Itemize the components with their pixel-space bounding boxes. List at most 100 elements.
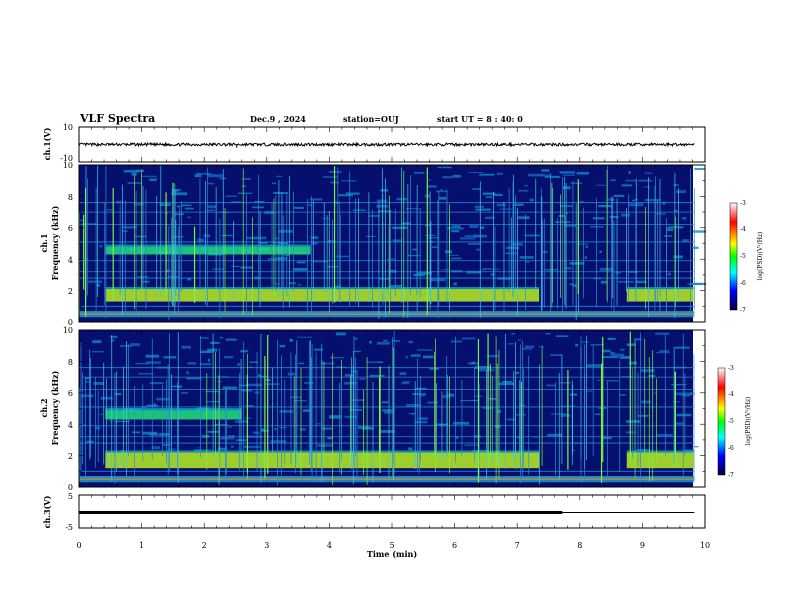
noise-cell <box>569 262 585 265</box>
ch1-colorbar-tick-minus3: -3 <box>740 200 746 207</box>
noise-cell <box>198 449 212 451</box>
noise-cell <box>173 191 178 193</box>
ch2-freq-tick-2: 2 <box>68 452 73 461</box>
noise-cell <box>490 273 495 276</box>
noise-cell <box>238 192 253 194</box>
noise-cell <box>674 346 690 349</box>
noise-cell <box>130 343 140 347</box>
noise-cell <box>207 205 217 209</box>
noise-cell <box>562 186 571 190</box>
noise-cell <box>636 449 651 451</box>
noise-cell <box>134 235 147 238</box>
spectral-band-edge <box>105 244 311 247</box>
noise-cell <box>401 381 410 385</box>
ch1-colorbar-tick-minus6: -6 <box>740 280 746 287</box>
ch1-colorbar <box>729 202 738 311</box>
noise-cell <box>456 435 459 439</box>
xtick-6: 6 <box>452 541 457 550</box>
spectral-band-edge <box>105 287 540 290</box>
ch1-freq-tick-6: 6 <box>68 224 73 233</box>
noise-cell <box>644 172 653 174</box>
noise-cell <box>479 173 495 176</box>
noise-cell <box>464 235 481 238</box>
noise-cell <box>403 381 411 383</box>
noise-cell <box>293 267 308 271</box>
noise-cell <box>431 246 439 248</box>
noise-cell <box>170 385 183 388</box>
noise-cell <box>515 371 520 375</box>
noise-cell <box>241 185 246 187</box>
noise-cell <box>243 445 260 448</box>
noise-cell <box>168 448 176 450</box>
noise-cell <box>212 268 224 270</box>
noise-cell <box>293 400 307 402</box>
xtick-10: 10 <box>700 541 710 550</box>
noise-cell <box>110 335 118 338</box>
noise-cell <box>524 234 541 237</box>
noise-cell <box>351 399 365 401</box>
xtick-9: 9 <box>640 541 645 550</box>
noise-cell <box>546 384 556 387</box>
noise-cell <box>159 203 171 206</box>
noise-cell <box>428 179 432 181</box>
noise-cell <box>442 176 453 179</box>
noise-cell <box>594 413 601 416</box>
noise-cell <box>667 228 674 232</box>
noise-cell <box>601 436 612 440</box>
noise-cell <box>231 265 240 267</box>
noise-cell <box>522 348 533 350</box>
noise-cell <box>384 411 393 414</box>
noise-cell <box>676 413 692 417</box>
noise-cell <box>380 189 389 192</box>
noise-cell <box>177 385 181 389</box>
noise-cell <box>145 361 161 364</box>
noise-cell <box>451 257 462 260</box>
noise-cell <box>482 192 496 195</box>
noise-cell <box>310 236 319 239</box>
noise-cell <box>487 354 499 358</box>
noise-cell <box>619 355 631 359</box>
noise-cell <box>427 401 438 404</box>
noise-cell <box>562 174 575 176</box>
ch2-colorbar-tick-minus3: -3 <box>728 365 734 372</box>
noise-cell <box>518 216 530 220</box>
noise-cell <box>176 205 181 208</box>
noise-cell <box>625 179 637 182</box>
noise-cell <box>506 418 517 421</box>
noise-cell <box>207 348 218 352</box>
noise-cell <box>538 346 544 348</box>
noise-cell <box>199 350 213 354</box>
noise-cell <box>205 390 219 393</box>
noise-cell <box>502 380 512 384</box>
noise-cell <box>674 210 678 213</box>
noise-cell <box>694 167 706 171</box>
noise-cell <box>674 422 685 425</box>
noise-cell <box>224 355 234 359</box>
ch1-trace <box>78 141 695 148</box>
noise-cell <box>526 261 530 263</box>
noise-cell <box>524 345 535 348</box>
noise-cell <box>336 255 350 258</box>
noise-cell <box>114 392 122 396</box>
noise-cell <box>196 173 212 175</box>
noise-cell <box>135 362 150 365</box>
noise-cell <box>273 192 289 194</box>
noise-cell <box>138 373 153 375</box>
noise-cell <box>197 238 205 242</box>
noise-cell <box>626 343 636 347</box>
noise-cell <box>628 361 637 365</box>
noise-cell <box>207 182 214 185</box>
noise-cell <box>134 203 144 206</box>
noise-cell <box>573 284 577 287</box>
noise-cell <box>427 185 437 188</box>
noise-cell <box>231 445 234 448</box>
noise-cell <box>310 198 323 201</box>
noise-cell <box>496 203 506 207</box>
noise-cell <box>313 348 324 351</box>
noise-cell <box>613 194 625 197</box>
noise-cell <box>626 420 641 423</box>
noise-cell <box>142 431 158 435</box>
noise-cell <box>488 268 500 270</box>
spectral-band <box>626 452 695 469</box>
noise-cell <box>275 283 279 285</box>
